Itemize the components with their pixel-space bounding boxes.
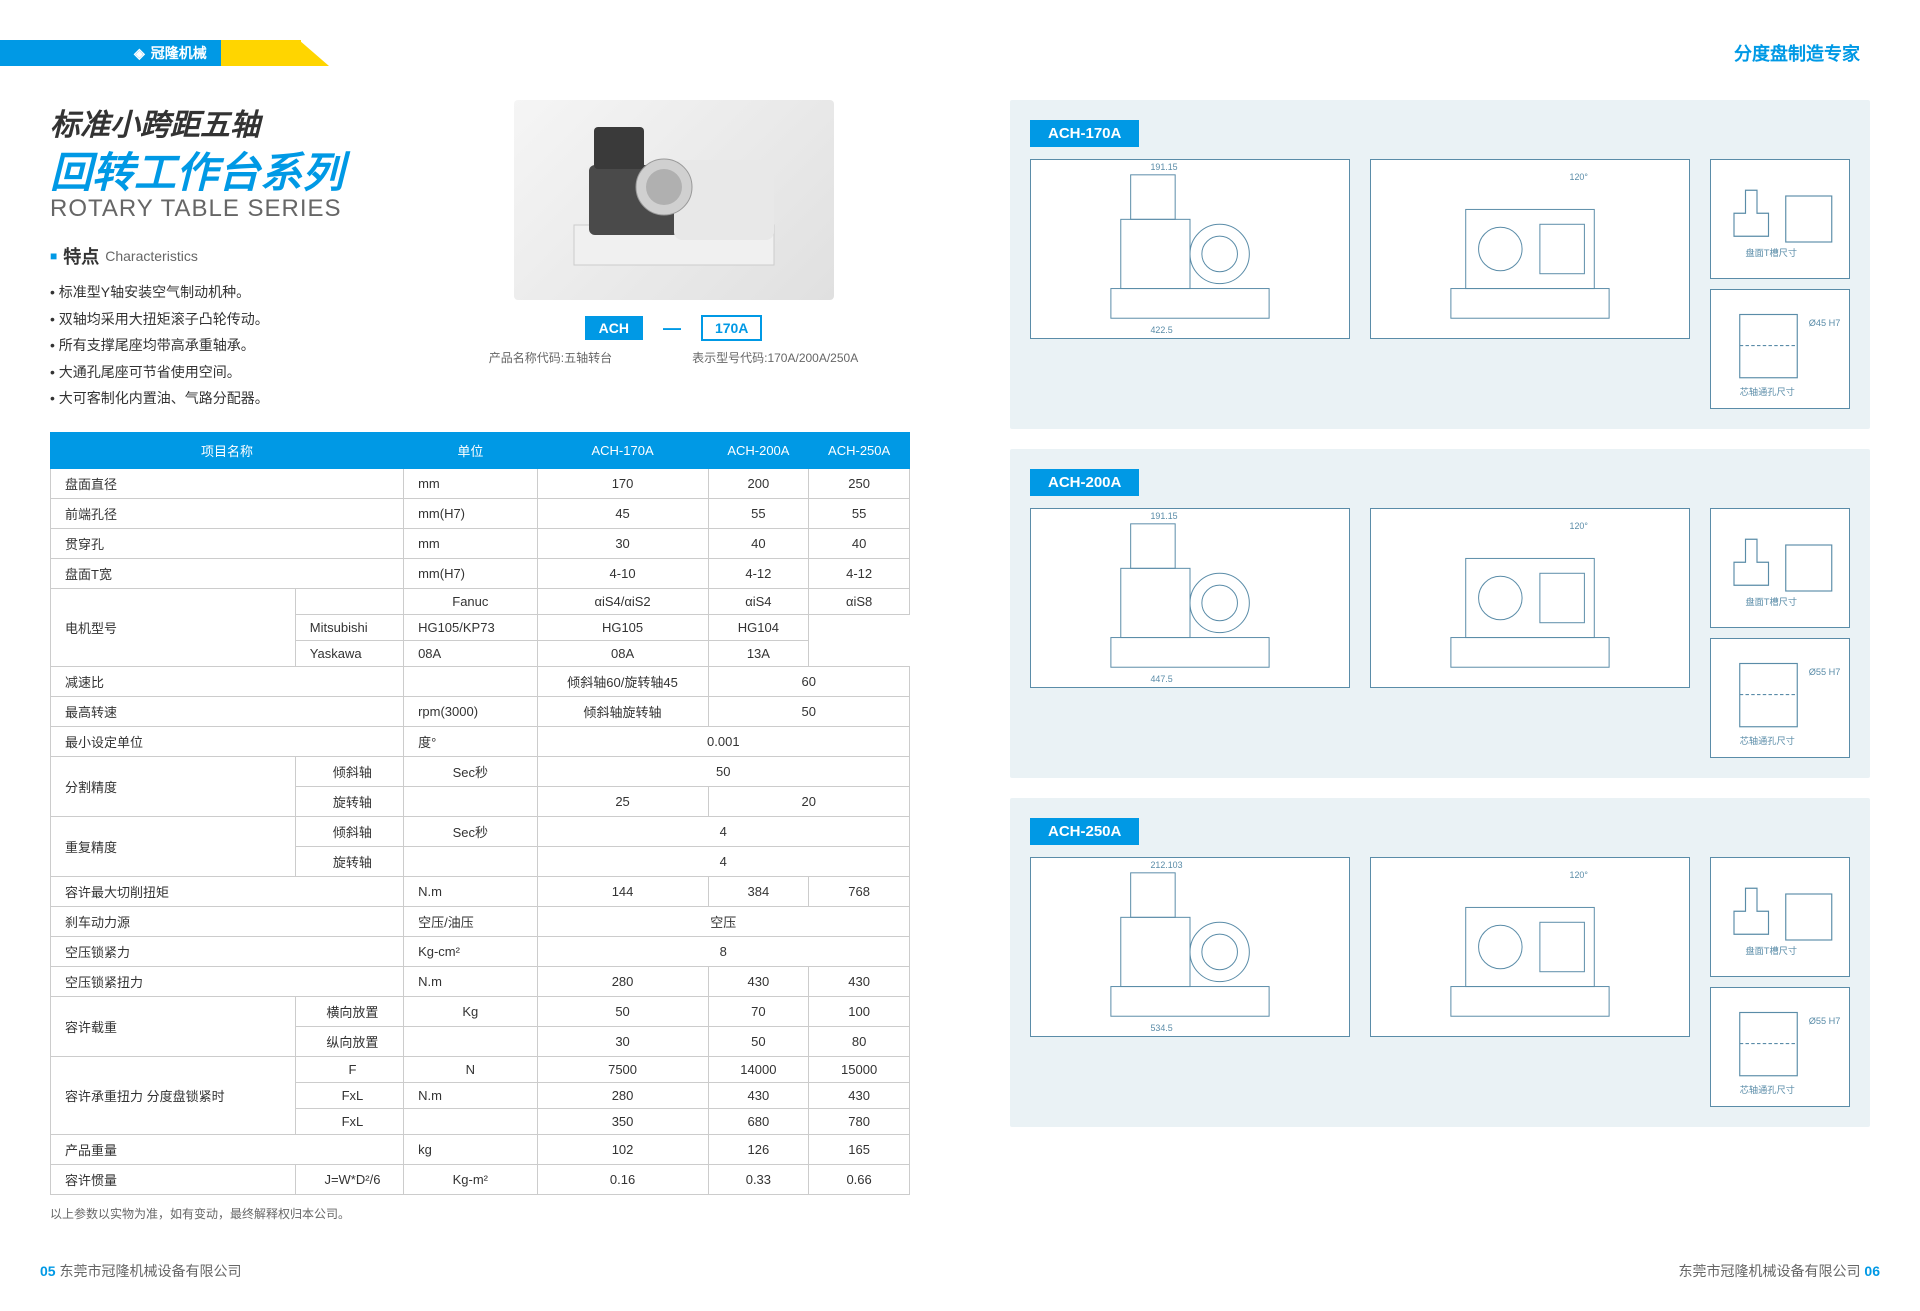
svg-text:120°: 120° bbox=[1570, 870, 1589, 880]
svg-text:盘面T槽尺寸: 盘面T槽尺寸 bbox=[1746, 247, 1798, 258]
char-item: 大通孔尾座可节省使用空间。 bbox=[50, 359, 437, 386]
characteristics-heading: 特点 Characteristics bbox=[50, 243, 437, 269]
logo-text: 冠隆机械 bbox=[151, 43, 207, 63]
table-note: 以上参数以实物为准，如有变动，最终解释权归本公司。 bbox=[50, 1205, 910, 1222]
th-unit: 单位 bbox=[404, 432, 538, 468]
right-header-bar: 分度盘制造专家 bbox=[960, 40, 1920, 66]
code-label-left: 产品名称代码:五轴转台 bbox=[489, 349, 612, 366]
table-row: 空压锁紧力Kg-cm²8 bbox=[51, 936, 910, 966]
spec-table: 项目名称 单位 ACH-170A ACH-200A ACH-250A 盘面直径m… bbox=[50, 432, 910, 1195]
diagram-section: ACH-250A 212.103 534.5 bbox=[1010, 798, 1870, 1127]
char-item: 大可客制化内置油、气路分配器。 bbox=[50, 385, 437, 412]
diagram-model-label: ACH-200A bbox=[1030, 469, 1139, 496]
svg-text:盘面T槽尺寸: 盘面T槽尺寸 bbox=[1746, 596, 1798, 607]
table-row: 刹车动力源空压/油压空压 bbox=[51, 906, 910, 936]
svg-text:Ø55 H7: Ø55 H7 bbox=[1809, 1016, 1841, 1026]
company-logo: ◈ 冠隆机械 bbox=[120, 40, 221, 66]
svg-text:191.15: 191.15 bbox=[1150, 162, 1177, 172]
char-item: 双轴均采用大扭矩滚子凸轮传动。 bbox=[50, 306, 437, 333]
diagram-model-label: ACH-170A bbox=[1030, 120, 1139, 147]
svg-text:534.5: 534.5 bbox=[1150, 1023, 1172, 1033]
diagram-model-label: ACH-250A bbox=[1030, 818, 1139, 845]
table-row: 容许载重横向放置Kg5070100 bbox=[51, 996, 910, 1026]
tagline: 分度盘制造专家 bbox=[960, 40, 1920, 66]
diagram-section: ACH-200A 191.15 447.5 bbox=[1010, 449, 1870, 778]
diagram-front-view: 191.15 422.5 bbox=[1030, 159, 1350, 339]
table-row: 前端孔径mm(H7)455555 bbox=[51, 498, 910, 528]
svg-text:120°: 120° bbox=[1570, 521, 1589, 531]
model-code-row: ACH — 170A bbox=[585, 315, 763, 341]
diagram-slot-detail: 盘面T槽尺寸 bbox=[1710, 857, 1850, 977]
diagram-hole-detail: Ø55 H7 芯轴通孔尺寸 bbox=[1710, 987, 1850, 1107]
th-250a: ACH-250A bbox=[809, 432, 910, 468]
table-row: 贯穿孔mm304040 bbox=[51, 528, 910, 558]
table-header-row: 项目名称 单位 ACH-170A ACH-200A ACH-250A bbox=[51, 432, 910, 468]
code-suffix: 170A bbox=[701, 315, 762, 341]
diagram-side-view: 120° bbox=[1370, 159, 1690, 339]
diagram-section: ACH-170A 191.15 422.5 bbox=[1010, 100, 1870, 429]
title-block: 标准小跨距五轴 回转工作台系列 ROTARY TABLE SERIES bbox=[50, 100, 437, 223]
svg-text:120°: 120° bbox=[1570, 172, 1589, 182]
th-170a: ACH-170A bbox=[537, 432, 708, 468]
page-num-left: 05 bbox=[40, 1263, 56, 1279]
product-photo bbox=[514, 100, 834, 300]
char-item: 所有支撑尾座均带高承重轴承。 bbox=[50, 332, 437, 359]
page-num-right: 06 bbox=[1864, 1263, 1880, 1279]
table-row: 容许最大切削扭矩N.m144384768 bbox=[51, 876, 910, 906]
characteristics-list: 标准型Y轴安装空气制动机种。 双轴均采用大扭矩滚子凸轮传动。 所有支撑尾座均带高… bbox=[50, 279, 437, 412]
title-cn: 标准小跨距五轴 bbox=[50, 100, 437, 144]
svg-text:191.15: 191.15 bbox=[1150, 511, 1177, 521]
table-row: 产品重量kg102126165 bbox=[51, 1134, 910, 1164]
diagram-front-view: 212.103 534.5 bbox=[1030, 857, 1350, 1037]
diagram-front-view: 191.15 447.5 bbox=[1030, 508, 1350, 688]
code-labels: 产品名称代码:五轴转台 表示型号代码:170A/200A/250A bbox=[489, 349, 858, 366]
table-row: 盘面直径mm170200250 bbox=[51, 468, 910, 498]
diagram-hole-detail: Ø45 H7 芯轴通孔尺寸 bbox=[1710, 289, 1850, 409]
product-image-area: ACH — 170A 产品名称代码:五轴转台 表示型号代码:170A/200A/… bbox=[437, 100, 910, 412]
svg-text:芯轴通孔尺寸: 芯轴通孔尺寸 bbox=[1740, 1084, 1795, 1095]
table-row: 空压锁紧扭力N.m280430430 bbox=[51, 966, 910, 996]
code-label-right: 表示型号代码:170A/200A/250A bbox=[692, 349, 858, 366]
title-en: ROTARY TABLE SERIES bbox=[50, 195, 437, 223]
footer-company: 东莞市冠隆机械设备有限公司 bbox=[1679, 1263, 1861, 1279]
diagram-slot-detail: 盘面T槽尺寸 bbox=[1710, 508, 1850, 628]
svg-text:212.103: 212.103 bbox=[1150, 860, 1182, 870]
svg-text:芯轴通孔尺寸: 芯轴通孔尺寸 bbox=[1740, 735, 1795, 746]
table-row: 分割精度倾斜轴Sec秒50 bbox=[51, 756, 910, 786]
footer-right: 东莞市冠隆机械设备有限公司 06 bbox=[1679, 1261, 1880, 1281]
char-item: 标准型Y轴安装空气制动机种。 bbox=[50, 279, 437, 306]
diagram-slot-detail: 盘面T槽尺寸 bbox=[1710, 159, 1850, 279]
logo-icon: ◈ bbox=[134, 45, 145, 62]
table-row: 重复精度倾斜轴Sec秒4 bbox=[51, 816, 910, 846]
code-dash: — bbox=[663, 318, 681, 339]
footer-company: 东莞市冠隆机械设备有限公司 bbox=[59, 1263, 241, 1279]
svg-text:盘面T槽尺寸: 盘面T槽尺寸 bbox=[1746, 945, 1798, 956]
table-row: 电机型号FanucαiS4/αiS2αiS4αiS8 bbox=[51, 588, 910, 614]
th-item: 项目名称 bbox=[51, 432, 404, 468]
table-row: 最小设定单位度°0.001 bbox=[51, 726, 910, 756]
svg-text:Ø55 H7: Ø55 H7 bbox=[1809, 667, 1841, 677]
svg-text:422.5: 422.5 bbox=[1150, 325, 1172, 335]
table-row: 容许承重扭力 分度盘锁紧时FN75001400015000 bbox=[51, 1056, 910, 1082]
title-main: 回转工作台系列 bbox=[50, 139, 437, 200]
th-200a: ACH-200A bbox=[708, 432, 809, 468]
table-row: 容许惯量J=W*D²/6Kg-m²0.160.330.66 bbox=[51, 1164, 910, 1194]
footer-left: 05 东莞市冠隆机械设备有限公司 bbox=[40, 1261, 241, 1281]
svg-text:芯轴通孔尺寸: 芯轴通孔尺寸 bbox=[1740, 386, 1795, 397]
right-page: 分度盘制造专家 ACH-170A 191.15 422.5 bbox=[960, 0, 1920, 1311]
table-row: 最高转速rpm(3000)倾斜轴旋转轴50 bbox=[51, 696, 910, 726]
diagram-hole-detail: Ø55 H7 芯轴通孔尺寸 bbox=[1710, 638, 1850, 758]
code-prefix: ACH bbox=[585, 316, 643, 340]
diagram-side-view: 120° bbox=[1370, 508, 1690, 688]
left-page: ◈ 冠隆机械 标准小跨距五轴 回转工作台系列 ROTARY TABLE SERI… bbox=[0, 0, 960, 1311]
svg-text:447.5: 447.5 bbox=[1150, 674, 1172, 684]
table-row: 减速比倾斜轴60/旋转轴4560 bbox=[51, 666, 910, 696]
table-row: 盘面T宽mm(H7)4-104-124-12 bbox=[51, 558, 910, 588]
svg-text:Ø45 H7: Ø45 H7 bbox=[1809, 318, 1841, 328]
diagram-side-view: 120° bbox=[1370, 857, 1690, 1037]
left-header-bar: ◈ 冠隆机械 bbox=[0, 40, 960, 66]
